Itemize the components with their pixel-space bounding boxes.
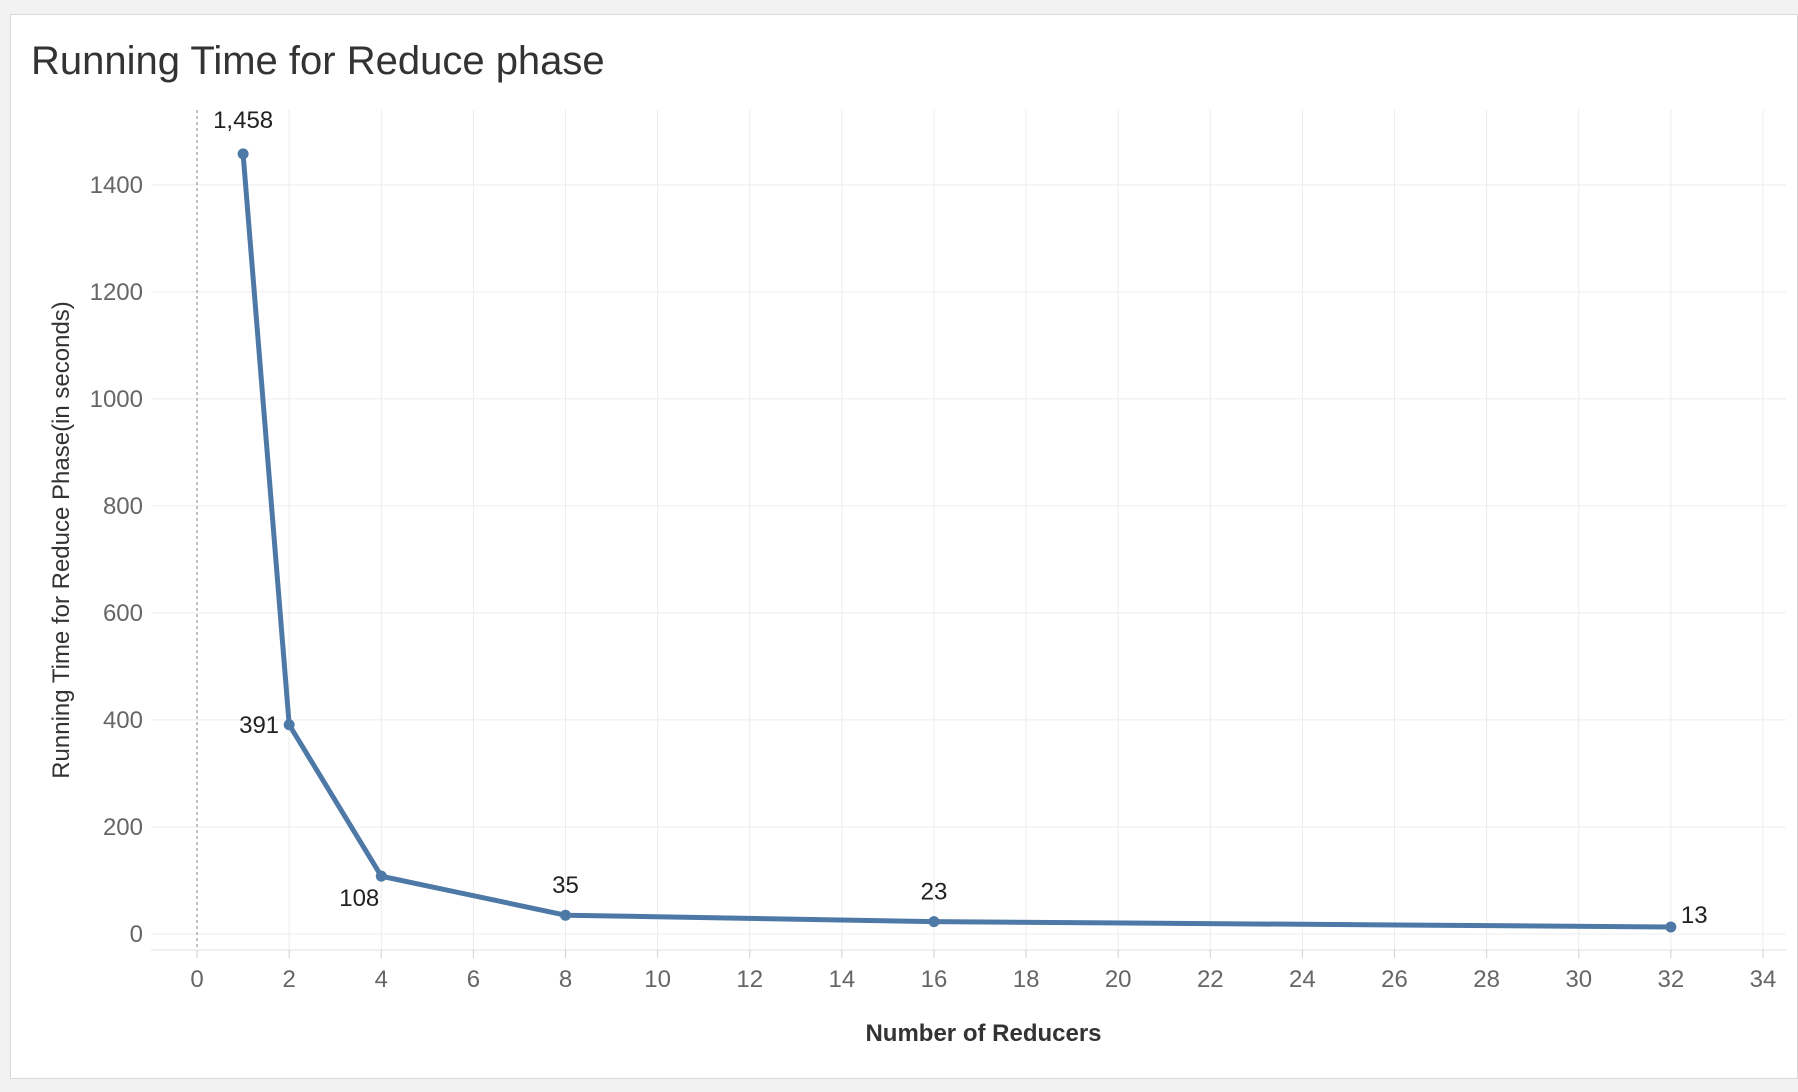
data-point [560, 909, 572, 921]
data-label: 1,458 [213, 107, 273, 134]
data-point [375, 870, 387, 882]
x-tick-label: 22 [1197, 966, 1224, 993]
grid-lines [151, 110, 1786, 951]
x-tick-label: 20 [1105, 966, 1132, 993]
data-point [237, 148, 249, 160]
x-tick-label: 6 [467, 966, 480, 993]
data-points [237, 148, 1677, 933]
data-point [928, 916, 940, 928]
x-tick-label: 8 [559, 966, 572, 993]
data-label: 35 [552, 872, 579, 899]
y-tick-label: 600 [103, 600, 143, 627]
y-tick-label: 1000 [90, 386, 143, 413]
data-label: 13 [1681, 902, 1708, 929]
data-labels: 1,458 391 108 35 23 13 [213, 107, 1707, 929]
x-tick-label: 26 [1381, 966, 1408, 993]
x-tick-label: 4 [375, 966, 388, 993]
y-tick-label: 400 [103, 707, 143, 734]
data-label: 23 [921, 879, 948, 906]
x-tick-label: 30 [1565, 966, 1592, 993]
x-tick-label: 2 [282, 966, 295, 993]
x-tick-label: 10 [644, 966, 671, 993]
data-point [1665, 921, 1677, 933]
data-label: 108 [339, 885, 379, 912]
x-tick-label: 12 [736, 966, 763, 993]
x-tick-label: 34 [1750, 966, 1777, 993]
chart-panel: Running Time for Reduce phase 0 200 400 600… [10, 14, 1798, 1079]
data-label: 391 [239, 712, 279, 739]
y-tick-label: 1200 [90, 279, 143, 306]
y-tick-label: 1400 [90, 172, 143, 199]
y-tick-label: 800 [103, 493, 143, 520]
y-tick-label: 200 [103, 814, 143, 841]
x-tick-label: 24 [1289, 966, 1316, 993]
x-tick-label: 16 [921, 966, 948, 993]
y-tick-label: 0 [130, 921, 143, 948]
x-axis-ticks: 0 2 4 6 8 10 12 14 16 18 20 22 24 26 28 30 32 34 [190, 950, 1776, 993]
chart-title: Running Time for Reduce phase [31, 39, 605, 83]
y-axis-ticks: 0 200 400 600 800 1000 1200 1400 [90, 172, 143, 948]
x-tick-label: 28 [1473, 966, 1500, 993]
x-tick-label: 32 [1658, 966, 1685, 993]
x-tick-label: 0 [190, 966, 203, 993]
series-line [240, 151, 1674, 930]
x-axis-label: Number of Reducers [865, 1020, 1101, 1047]
data-point [283, 719, 295, 731]
x-tick-label: 14 [828, 966, 855, 993]
x-tick-label: 18 [1013, 966, 1040, 993]
y-axis-label: Running Time for Reduce Phase(in seconds… [48, 301, 75, 779]
